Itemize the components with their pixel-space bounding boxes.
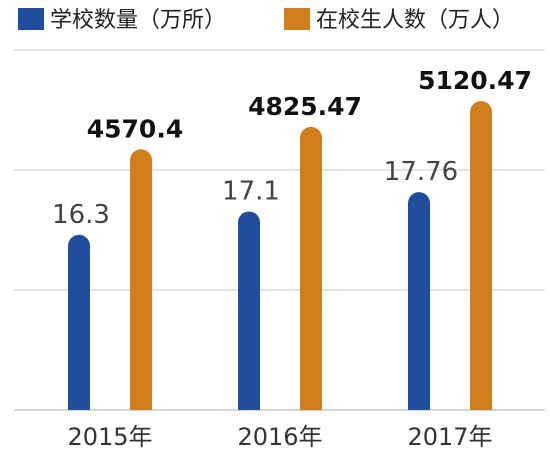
- legend-swatch: [284, 8, 310, 30]
- data-label: 4825.47: [248, 92, 362, 121]
- legend-label: 在校生人数（万人）: [316, 8, 514, 33]
- data-label: 17.1: [222, 176, 280, 206]
- legend: 学校数量（万所） 在校生人数（万人）: [18, 8, 514, 33]
- data-label: 16.3: [52, 200, 110, 230]
- bar-school-count: [238, 211, 260, 410]
- bar-student-count: [300, 126, 322, 410]
- bar-school-count: [68, 234, 90, 410]
- x-tick-label: 2015年: [67, 423, 152, 451]
- data-labels: 16.3 4570.4 17.1 4825.47 17.76 5120.47: [52, 66, 532, 230]
- x-tick-label: 2017年: [407, 423, 492, 451]
- bar-student-count: [470, 101, 492, 410]
- legend-label: 学校数量（万所）: [50, 8, 226, 33]
- bar-student-count: [130, 149, 152, 410]
- data-label: 17.76: [384, 157, 458, 187]
- x-tick-label: 2016年: [237, 423, 322, 451]
- bars: [68, 101, 492, 410]
- legend-swatch: [18, 8, 44, 30]
- gridlines: [14, 49, 545, 411]
- bar-school-count: [408, 192, 430, 410]
- data-label: 4570.4: [87, 114, 183, 143]
- x-axis: 2015年 2016年 2017年: [67, 423, 492, 451]
- data-label: 5120.47: [418, 66, 532, 95]
